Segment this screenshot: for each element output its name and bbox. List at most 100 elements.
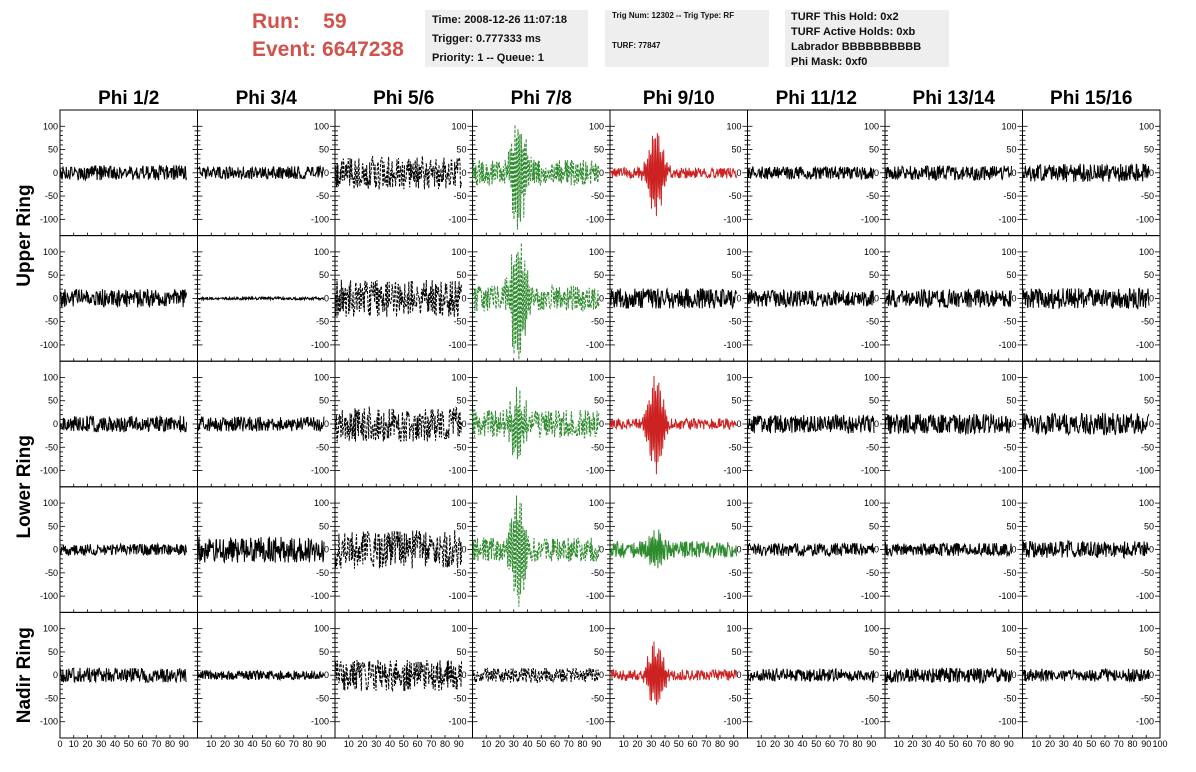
y-tick-label: -100 bbox=[40, 340, 58, 350]
y-tick-label: 100 bbox=[726, 372, 741, 382]
waveform-trace bbox=[884, 288, 1012, 309]
y-tick-label: 0 bbox=[736, 670, 741, 680]
y-tick-label: 100 bbox=[864, 624, 879, 634]
y-tick-label: 100 bbox=[1139, 624, 1154, 634]
y-tick-label: 0 bbox=[53, 670, 58, 680]
y-tick-label: -100 bbox=[40, 591, 58, 601]
y-tick-label: 100 bbox=[1139, 121, 1154, 131]
y-tick-label: -50 bbox=[728, 191, 741, 201]
y-tick-label: 100 bbox=[1001, 247, 1016, 257]
y-tick-label: -100 bbox=[1136, 214, 1154, 224]
waveform-trace bbox=[1022, 162, 1150, 183]
waveform-trace bbox=[59, 415, 187, 433]
y-tick-label: 100 bbox=[589, 121, 604, 131]
y-tick-label: 100 bbox=[864, 372, 879, 382]
y-tick-label: -100 bbox=[586, 214, 604, 224]
y-tick-label: -100 bbox=[861, 591, 879, 601]
y-tick-label: 100 bbox=[451, 121, 466, 131]
waveform-trace bbox=[1022, 287, 1150, 311]
y-tick-label: -100 bbox=[586, 340, 604, 350]
x-tick-label: 70 bbox=[151, 739, 161, 749]
y-tick-label: -100 bbox=[1136, 466, 1154, 476]
y-tick-label: -50 bbox=[866, 693, 879, 703]
y-tick-label: 50 bbox=[1006, 145, 1016, 155]
y-tick-label: -50 bbox=[316, 442, 329, 452]
run-event-box: Run: 59 Event: 6647238 bbox=[252, 8, 404, 64]
y-tick-label: -50 bbox=[45, 191, 58, 201]
y-tick-label: 0 bbox=[1011, 168, 1016, 178]
event-value: 6647238 bbox=[322, 38, 404, 61]
y-tick-label: 0 bbox=[324, 419, 329, 429]
x-tick-label: 20 bbox=[495, 739, 505, 749]
y-tick-label: 50 bbox=[319, 521, 329, 531]
y-tick-label: -100 bbox=[448, 717, 466, 727]
y-tick-label: 50 bbox=[48, 145, 58, 155]
y-tick-label: 50 bbox=[1144, 270, 1154, 280]
y-tick-label: -100 bbox=[448, 466, 466, 476]
y-tick-label: 0 bbox=[53, 419, 58, 429]
x-tick-label: 10 bbox=[206, 739, 216, 749]
y-tick-label: 100 bbox=[314, 624, 329, 634]
y-tick-label: 50 bbox=[869, 521, 879, 531]
x-tick-label: 50 bbox=[674, 739, 684, 749]
y-tick-label: 100 bbox=[43, 372, 58, 382]
waveform-trace bbox=[609, 529, 737, 569]
y-tick-label: 0 bbox=[1011, 670, 1016, 680]
y-tick-label: 0 bbox=[53, 545, 58, 555]
x-tick-label: 80 bbox=[302, 739, 312, 749]
y-tick-label: -50 bbox=[1141, 693, 1154, 703]
y-tick-label: -50 bbox=[728, 442, 741, 452]
x-tick-label: 30 bbox=[921, 739, 931, 749]
y-tick-label: 100 bbox=[864, 247, 879, 257]
y-tick-label: 0 bbox=[1011, 419, 1016, 429]
waveform-trace bbox=[747, 667, 875, 684]
y-tick-label: 50 bbox=[731, 396, 741, 406]
x-tick-label: 60 bbox=[412, 739, 422, 749]
x-tick-label: 30 bbox=[784, 739, 794, 749]
x-tick-label: 40 bbox=[522, 739, 532, 749]
waveform-trace bbox=[747, 541, 875, 558]
x-tick-label: 20 bbox=[632, 739, 642, 749]
y-tick-label: 50 bbox=[48, 270, 58, 280]
x-tick-label: 50 bbox=[399, 739, 409, 749]
y-tick-label: 50 bbox=[594, 270, 604, 280]
y-tick-label: 100 bbox=[1001, 498, 1016, 508]
y-tick-label: 0 bbox=[1011, 545, 1016, 555]
x-tick-label: 10 bbox=[344, 739, 354, 749]
y-tick-label: 50 bbox=[869, 396, 879, 406]
y-tick-label: 0 bbox=[461, 168, 466, 178]
y-tick-label: -100 bbox=[448, 591, 466, 601]
time-info-box: Time: 2008-12-26 11:07:18 Trigger: 0.777… bbox=[425, 10, 588, 67]
y-tick-label: 50 bbox=[456, 647, 466, 657]
x-tick-label: 50 bbox=[811, 739, 821, 749]
y-tick-label: 0 bbox=[324, 293, 329, 303]
phi-mask-text: Phi Mask: 0xf0 bbox=[791, 56, 868, 68]
y-tick-label: 50 bbox=[319, 145, 329, 155]
y-tick-label: 100 bbox=[589, 372, 604, 382]
x-tick-label: 20 bbox=[220, 739, 230, 749]
x-tick-label: 80 bbox=[165, 739, 175, 749]
x-tick-label: 10 bbox=[894, 739, 904, 749]
y-tick-label: -50 bbox=[316, 568, 329, 578]
y-tick-label: -100 bbox=[861, 340, 879, 350]
y-tick-label: -100 bbox=[723, 466, 741, 476]
x-tick-label: 70 bbox=[289, 739, 299, 749]
turf-info-box: TURF This Hold: 0x2 TURF Active Holds: 0… bbox=[785, 10, 949, 68]
x-tick-label: 50 bbox=[261, 739, 271, 749]
x-tick-label: 80 bbox=[852, 739, 862, 749]
y-tick-label: -100 bbox=[448, 340, 466, 350]
y-tick-label: 100 bbox=[451, 372, 466, 382]
y-tick-label: 0 bbox=[53, 293, 58, 303]
y-tick-label: 0 bbox=[736, 545, 741, 555]
column-header: Phi 11/12 bbox=[776, 88, 857, 109]
x-tick-label: 20 bbox=[82, 739, 92, 749]
y-tick-label: 50 bbox=[594, 145, 604, 155]
x-tick-label: 80 bbox=[990, 739, 1000, 749]
y-tick-label: 0 bbox=[599, 168, 604, 178]
y-tick-label: 0 bbox=[599, 293, 604, 303]
x-tick-label: 100 bbox=[1152, 739, 1167, 749]
waveform-trace bbox=[609, 375, 737, 475]
x-tick-label: 60 bbox=[825, 739, 835, 749]
x-tick-label: 20 bbox=[1045, 739, 1055, 749]
waveform-trace bbox=[747, 288, 875, 309]
